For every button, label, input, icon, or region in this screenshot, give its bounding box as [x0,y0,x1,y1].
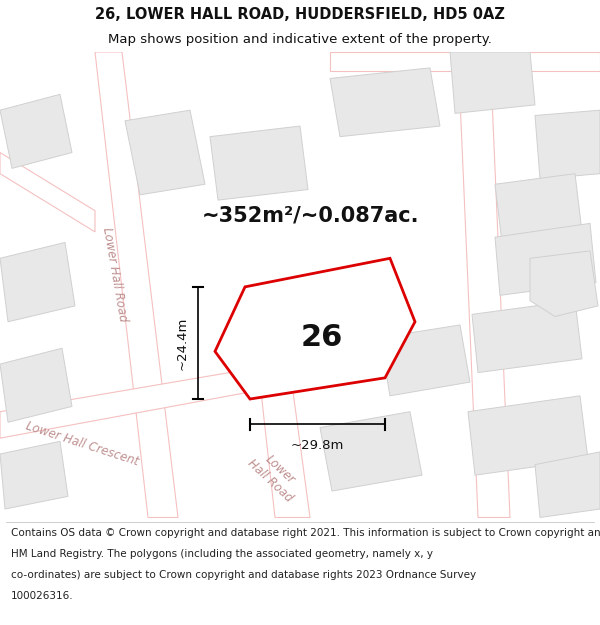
Polygon shape [95,52,178,518]
Text: 26: 26 [301,323,343,352]
Polygon shape [320,412,422,491]
Polygon shape [495,223,596,296]
Polygon shape [535,110,600,179]
Polygon shape [380,325,470,396]
Text: Map shows position and indicative extent of the property.: Map shows position and indicative extent… [108,32,492,46]
Polygon shape [0,152,95,232]
Text: Lower Hall Crescent: Lower Hall Crescent [24,419,140,468]
Text: co-ordinates) are subject to Crown copyright and database rights 2023 Ordnance S: co-ordinates) are subject to Crown copyr… [11,570,476,580]
Polygon shape [535,452,600,518]
Text: HM Land Registry. The polygons (including the associated geometry, namely x, y: HM Land Registry. The polygons (includin… [11,549,433,559]
Text: ~24.4m: ~24.4m [176,316,189,369]
Polygon shape [0,359,315,438]
Polygon shape [330,52,600,71]
Text: 100026316.: 100026316. [11,591,73,601]
Polygon shape [330,68,440,137]
Polygon shape [0,441,68,509]
Polygon shape [495,174,582,242]
Text: Contains OS data © Crown copyright and database right 2021. This information is : Contains OS data © Crown copyright and d… [11,528,600,538]
Text: Lower
Hall Road: Lower Hall Road [245,446,305,504]
Polygon shape [0,348,72,423]
Polygon shape [125,110,205,195]
Polygon shape [255,332,310,518]
Polygon shape [472,301,582,372]
Text: Lower Hall Road: Lower Hall Road [100,226,130,322]
Polygon shape [530,251,598,316]
Text: 26, LOWER HALL ROAD, HUDDERSFIELD, HD5 0AZ: 26, LOWER HALL ROAD, HUDDERSFIELD, HD5 0… [95,7,505,22]
Text: ~29.8m: ~29.8m [291,439,344,452]
Polygon shape [215,258,415,399]
Polygon shape [0,242,75,322]
Polygon shape [458,52,510,518]
Text: ~352m²/~0.087ac.: ~352m²/~0.087ac. [201,206,419,226]
Polygon shape [210,126,308,200]
Polygon shape [468,396,588,475]
Polygon shape [450,52,535,113]
Polygon shape [0,94,72,168]
